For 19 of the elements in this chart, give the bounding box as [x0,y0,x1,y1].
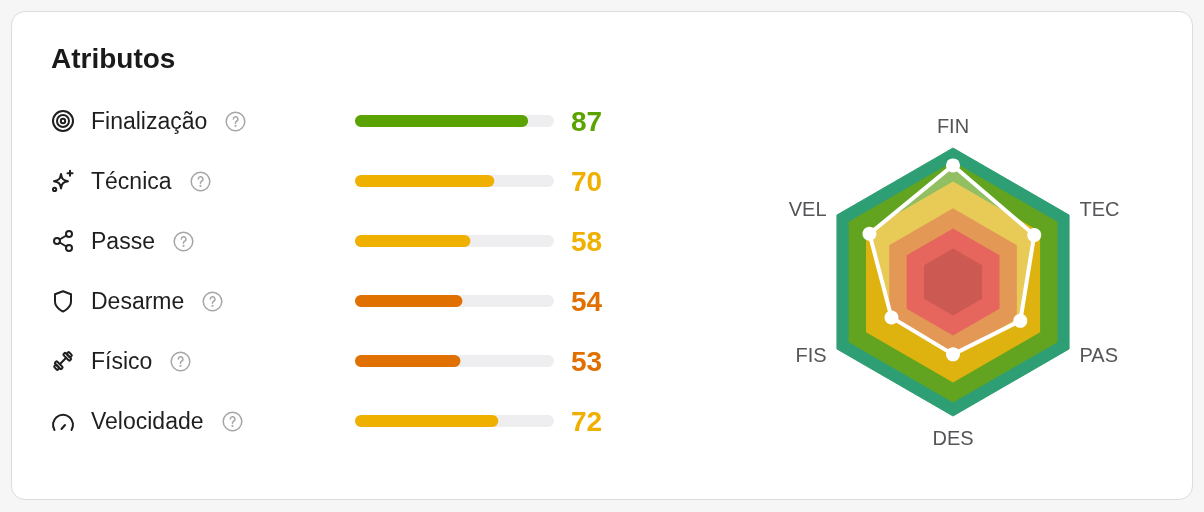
data-label: 87 [571,105,603,137]
spoke-label: FIS [795,344,827,366]
spoke-label: TEC [1079,198,1120,220]
y-tick-label: Passe [91,228,155,254]
y-tick-label: Finalização [91,108,208,134]
y-tick-label: Físico [91,348,153,374]
y-tick-label: Técnica [91,168,172,194]
spoke-label: DES [932,427,974,449]
y-tick-label: Velocidade [91,408,204,434]
data-label: 70 [571,165,603,197]
spoke-label: FIN [936,115,970,137]
spoke-label: PAS [1079,344,1118,366]
data-label: 54 [571,285,603,317]
y-tick-label: Desarme [91,288,185,314]
data-label: 72 [571,405,603,437]
data-label: 53 [571,345,603,377]
data-label: 58 [571,225,603,257]
spoke-label: VEL [788,198,827,220]
text: Atributos [51,42,176,74]
